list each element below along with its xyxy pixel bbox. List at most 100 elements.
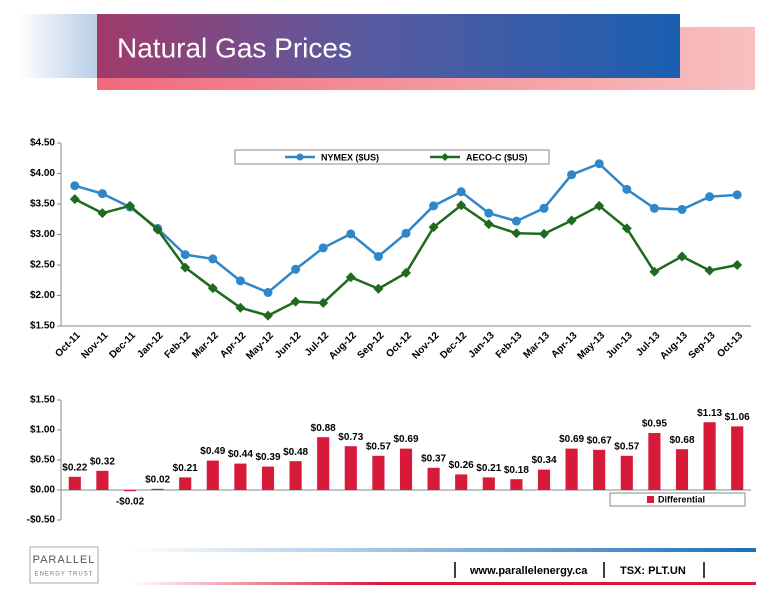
marker	[373, 283, 384, 294]
marker	[484, 208, 494, 218]
marker	[180, 262, 191, 273]
footer-line-red	[130, 582, 756, 585]
marker	[566, 215, 577, 226]
value-label: $0.26	[449, 460, 474, 471]
x-tick-label: Sep-12	[355, 330, 386, 361]
marker	[649, 203, 659, 213]
banner-fade	[18, 14, 98, 78]
x-tick-label: Feb-12	[163, 330, 194, 361]
marker	[318, 243, 328, 253]
marker	[621, 223, 632, 234]
value-label: $0.22	[62, 462, 87, 473]
bar	[234, 463, 247, 490]
marker	[207, 283, 218, 294]
x-tick-label: Jan-12	[135, 330, 165, 360]
x-tick-label: Nov-12	[410, 330, 442, 362]
marker	[649, 266, 660, 277]
bar	[261, 466, 275, 490]
marker	[677, 251, 687, 262]
legend-marker	[296, 153, 304, 161]
legend-label: NYMEX ($US)	[321, 152, 379, 162]
x-tick-label: Jan-13	[467, 330, 497, 360]
y-tick-label: $0.00	[30, 485, 55, 496]
bar	[731, 426, 744, 490]
bar	[482, 477, 495, 490]
value-label: $0.18	[504, 465, 529, 476]
bar	[399, 448, 413, 490]
ticker: TSX: PLT.UN	[620, 565, 686, 577]
x-tick-label: Mar-13	[521, 330, 552, 361]
value-label: $0.95	[642, 419, 667, 430]
value-label: $0.57	[614, 441, 639, 452]
banner	[97, 14, 680, 78]
x-tick-label: May-13	[575, 330, 607, 362]
marker	[318, 297, 329, 308]
x-tick-label: Dec-11	[107, 330, 138, 361]
value-label: $0.32	[90, 456, 115, 467]
footer-line-blue	[130, 548, 756, 552]
bar	[344, 446, 357, 490]
bar	[68, 476, 81, 490]
bar	[703, 422, 716, 490]
bar	[372, 455, 385, 490]
marker	[732, 260, 743, 270]
value-label: $0.68	[669, 435, 694, 446]
marker	[208, 254, 218, 264]
slide-title: Natural Gas Prices	[117, 32, 352, 63]
y-tick-label: $2.00	[30, 290, 55, 301]
y-tick-label: -$0.50	[27, 515, 56, 526]
x-tick-label: Oct-11	[53, 330, 83, 360]
website: www.parallelenergy.ca	[469, 565, 588, 577]
marker	[511, 216, 521, 226]
marker	[428, 222, 439, 233]
value-label: $0.21	[173, 463, 198, 474]
marker	[705, 192, 715, 202]
value-label: $0.48	[283, 447, 308, 458]
x-tick-label: Dec-12	[438, 330, 469, 361]
x-tick-label: Aug-12	[327, 330, 359, 362]
legend-box	[609, 492, 746, 507]
marker	[539, 228, 549, 239]
marker	[290, 296, 301, 307]
value-label: $0.57	[366, 441, 391, 452]
marker	[456, 187, 466, 197]
value-label: $0.37	[421, 453, 446, 464]
x-tick-label: Apr-13	[549, 330, 579, 360]
x-tick-label: Aug-13	[658, 330, 690, 362]
legend-marker	[441, 153, 449, 161]
marker	[456, 200, 467, 211]
marker	[373, 251, 383, 261]
value-label: $1.13	[697, 408, 722, 419]
bar	[565, 448, 578, 490]
marker	[125, 200, 135, 211]
y-tick-label: $1.00	[30, 425, 55, 436]
legend-box	[234, 149, 550, 165]
bar	[151, 488, 164, 490]
bar	[593, 449, 606, 490]
y-tick-label: $4.50	[30, 138, 55, 149]
marker	[70, 181, 80, 191]
value-label: $0.69	[393, 434, 418, 445]
value-label: $0.88	[311, 423, 336, 434]
value-label: $1.06	[725, 412, 750, 423]
marker	[263, 310, 273, 321]
marker	[97, 208, 108, 219]
value-label: $0.69	[559, 434, 584, 445]
y-tick-label: $1.50	[30, 395, 55, 406]
logo-sub: ENERGY TRUST	[35, 572, 94, 578]
bar	[510, 479, 523, 490]
bar	[96, 470, 109, 490]
bar	[648, 433, 661, 490]
bar	[455, 474, 468, 490]
value-label: $0.21	[476, 463, 501, 474]
y-tick-label: $0.50	[30, 455, 55, 466]
x-tick-label: Sep-13	[687, 330, 718, 361]
marker	[97, 189, 107, 199]
logo-box	[29, 546, 99, 584]
value-label: $0.44	[228, 449, 253, 460]
y-tick-label: $1.50	[30, 321, 55, 332]
marker	[152, 224, 163, 235]
marker	[483, 219, 494, 230]
value-label: $0.73	[338, 432, 363, 443]
